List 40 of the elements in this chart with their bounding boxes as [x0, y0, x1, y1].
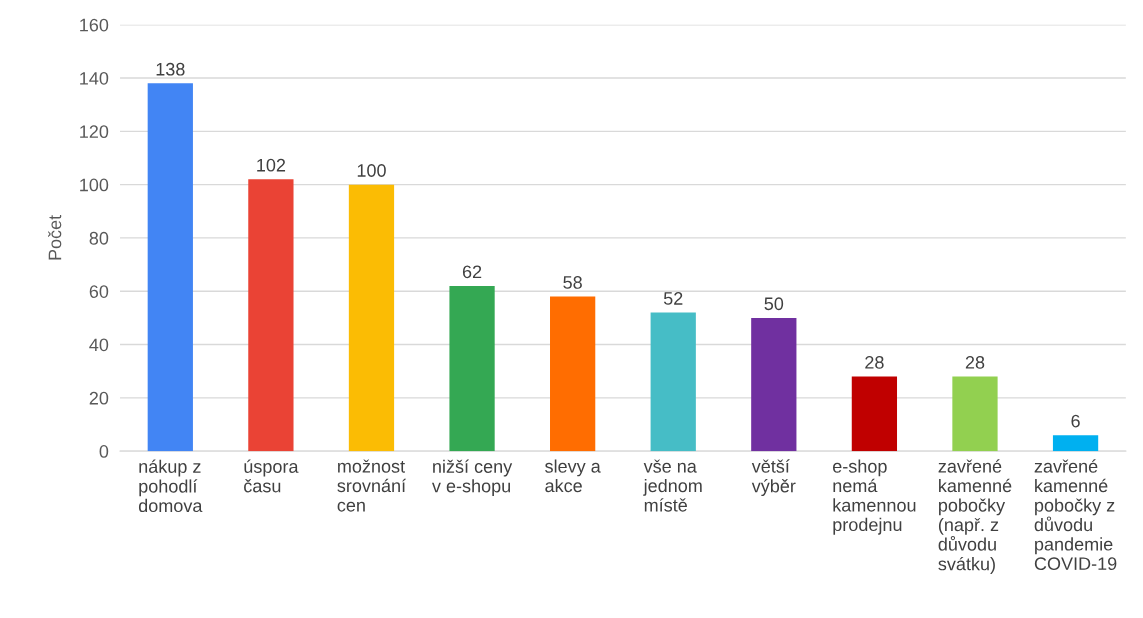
bar	[751, 317, 797, 452]
x-tick-label: e-shop nemá kamennou prodejnu	[833, 459, 916, 535]
data-label: 138	[156, 62, 185, 76]
y-tick-label: 120	[80, 125, 109, 139]
y-tick-label: 0	[99, 445, 109, 458]
x-tick-label: slevy a akce	[545, 459, 601, 493]
y-tick-label: 160	[80, 18, 109, 32]
data-label: 28	[865, 356, 884, 369]
data-label: 6	[1071, 414, 1080, 428]
x-tick-label: vše na jednom místě	[643, 459, 702, 512]
data-label: 52	[663, 292, 683, 305]
x-tick-label: zavřené kamenné pobočky z důvodu pandemie COVID-19	[1034, 459, 1117, 571]
data-label: 28	[965, 356, 985, 369]
x-tick-label: možnost srovnání cen	[337, 459, 407, 512]
y-tick-label: 80	[89, 231, 109, 245]
bar	[348, 184, 395, 452]
data-label: 62	[462, 265, 482, 279]
x-tick-label: nákup z pohodlí domova	[138, 459, 203, 513]
bar	[1052, 435, 1099, 452]
y-tick-label: 60	[89, 285, 109, 298]
x-tick-label: zavřené kamenné pobočky (např. z důvodu svátku)	[938, 459, 1012, 574]
y-axis-title: Počet	[48, 214, 62, 260]
y-tick-label: 40	[89, 338, 109, 352]
data-label: 58	[563, 276, 582, 289]
x-tick-label: nižší ceny v e-shopu	[431, 459, 513, 496]
y-tick-label: 20	[89, 391, 109, 405]
data-label: 100	[357, 164, 386, 177]
y-tick-label: 100	[80, 178, 109, 192]
bar	[248, 179, 294, 452]
data-label: 50	[764, 297, 784, 311]
y-tick-label: 140	[80, 71, 109, 85]
data-label: 102	[257, 158, 286, 172]
bar	[147, 83, 193, 452]
bar	[449, 285, 495, 452]
bar	[952, 376, 998, 452]
bar	[550, 296, 596, 452]
bar	[851, 376, 898, 452]
bar	[650, 312, 696, 452]
x-tick-label: větší výběr	[751, 459, 796, 497]
x-tick-label: úspora času	[244, 459, 299, 493]
